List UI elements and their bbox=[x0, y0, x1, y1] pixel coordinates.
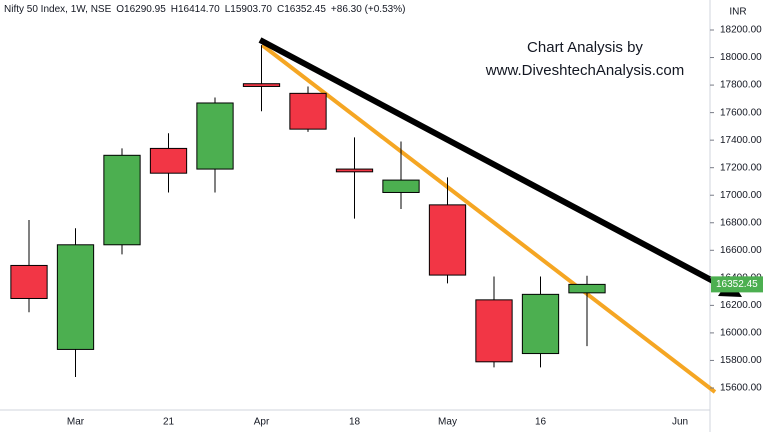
candle-body bbox=[196, 102, 234, 170]
candle-body bbox=[568, 283, 606, 294]
x-tick-label: 21 bbox=[163, 417, 175, 428]
ohlc-high: H16414.70 bbox=[170, 4, 220, 15]
candle-body bbox=[10, 264, 48, 299]
y-tick-label: 16600.00 bbox=[720, 245, 762, 256]
candle-body bbox=[289, 92, 327, 130]
y-tick-label: 16200.00 bbox=[720, 300, 762, 311]
x-tick-label: 18 bbox=[349, 417, 361, 428]
x-tick-label: Mar bbox=[67, 417, 85, 428]
currency-label: INR bbox=[729, 7, 746, 18]
ohlc-open: O16290.95 bbox=[116, 4, 166, 15]
candle-body bbox=[242, 83, 281, 87]
symbol: Nifty 50 Index, 1W, NSE bbox=[4, 4, 112, 15]
x-tick-label: Jun bbox=[672, 417, 688, 428]
y-tick-label: 15800.00 bbox=[720, 355, 762, 366]
change: +86.30 (+0.53%) bbox=[330, 4, 406, 15]
candle-body bbox=[103, 154, 141, 246]
y-tick-label: 17200.00 bbox=[720, 162, 762, 173]
y-tick-label: 18000.00 bbox=[720, 52, 762, 63]
candle-body bbox=[335, 168, 374, 173]
header: Nifty 50 Index, 1W, NSE O16290.95 H16414… bbox=[4, 4, 405, 15]
candle-body bbox=[521, 293, 560, 355]
candle-body bbox=[149, 147, 188, 174]
x-tick-label: 16 bbox=[535, 417, 547, 428]
candle-body bbox=[56, 244, 95, 350]
y-tick-label: 17600.00 bbox=[720, 107, 762, 118]
x-tick-label: Apr bbox=[254, 417, 270, 428]
y-tick-label: 16800.00 bbox=[720, 217, 762, 228]
y-tick-label: 17400.00 bbox=[720, 135, 762, 146]
trend-line bbox=[258, 37, 730, 292]
y-tick-label: 15600.00 bbox=[720, 383, 762, 394]
ohlc-low: L15903.70 bbox=[224, 4, 272, 15]
annotation: Chart Analysis by bbox=[527, 39, 643, 56]
y-tick-label: 16000.00 bbox=[720, 328, 762, 339]
candle-body bbox=[382, 179, 420, 193]
last-price-box bbox=[711, 276, 763, 293]
x-tick-label: May bbox=[438, 417, 457, 428]
y-tick-label: 17000.00 bbox=[720, 190, 762, 201]
ohlc-close: C16352.45 bbox=[276, 4, 326, 15]
y-tick-label: 18200.00 bbox=[720, 25, 762, 36]
last-price-label: 16352.45 bbox=[716, 279, 758, 290]
trend-line bbox=[260, 43, 717, 394]
candle-body bbox=[428, 204, 467, 276]
y-tick-label: 17800.00 bbox=[720, 80, 762, 91]
annotation: www.DiveshtechAnalysis.com bbox=[485, 62, 684, 79]
candle-body bbox=[475, 299, 513, 363]
